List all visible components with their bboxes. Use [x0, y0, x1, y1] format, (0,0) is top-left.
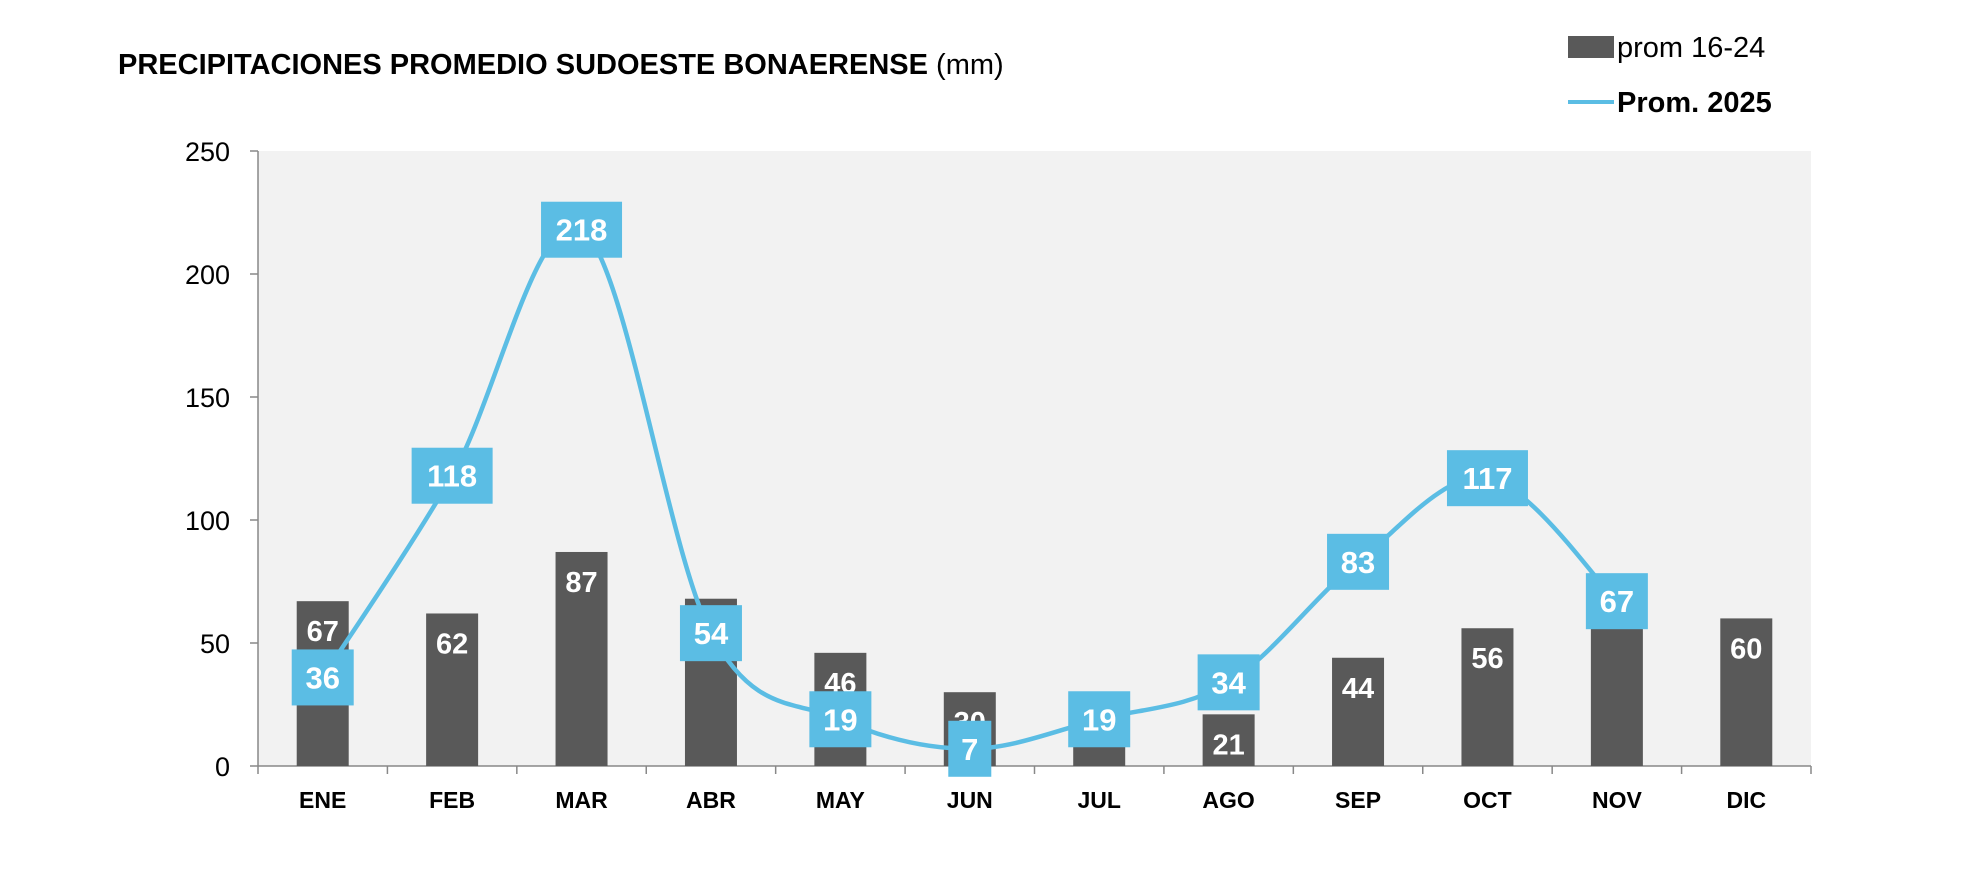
bar	[555, 551, 608, 766]
legend-bar-label: prom 16-24	[1617, 32, 1765, 64]
y-tick-label: 0	[215, 752, 230, 782]
line-data-label-box	[1327, 533, 1390, 590]
category-label: JUL	[1077, 787, 1120, 813]
bar-data-label: 21	[1212, 729, 1244, 761]
category-label: OCT	[1463, 787, 1512, 813]
bar	[1720, 618, 1773, 766]
line-data-label: 19	[823, 702, 857, 737]
y-tick-label: 50	[200, 629, 230, 659]
line-data-label: 19	[1082, 702, 1116, 737]
category-label: NOV	[1592, 787, 1643, 813]
line-data-label-box	[541, 201, 623, 258]
bar	[1202, 714, 1255, 766]
line-data-label: 67	[1600, 584, 1634, 619]
x-axis: ENE FEB MAR ABR MAY JUN JUL AGO SEP OCT NOV DIC	[257, 765, 1812, 813]
category-label: MAY	[816, 787, 865, 813]
y-tick-label: 250	[185, 137, 230, 167]
line-series: 36 118 218 54 19 7 19 34 83 117 67	[291, 201, 1648, 777]
y-tick-label: 150	[185, 383, 230, 413]
line-data-label-box	[1197, 654, 1260, 711]
category-label: JUN	[947, 787, 993, 813]
y-tick-label: 100	[185, 506, 230, 536]
y-tick-label: 200	[185, 260, 230, 290]
chart-title: PRECIPITACIONES PROMEDIO SUDOESTE BONAER…	[118, 49, 1004, 81]
bar-data-label: 87	[565, 567, 597, 599]
category-label: MAR	[555, 787, 608, 813]
bar-data-label: 62	[436, 628, 468, 660]
bar	[1461, 628, 1514, 766]
bar	[1332, 657, 1385, 766]
line-data-label: 36	[305, 660, 339, 695]
line-data-label-box	[679, 605, 742, 662]
line-data-label: 83	[1341, 545, 1375, 580]
bar-data-label: 56	[1471, 643, 1503, 675]
plot-area	[258, 151, 1811, 766]
chart-title-main: PRECIPITACIONES PROMEDIO SUDOESTE BONAER…	[118, 49, 928, 81]
bar-data-label: 67	[307, 616, 339, 648]
line-data-label-box	[1585, 573, 1648, 630]
line-data-label-box	[411, 447, 493, 504]
line-data-label-box	[948, 720, 992, 777]
bar-data-label: 44	[1342, 673, 1374, 705]
line-data-label-box	[1068, 691, 1131, 748]
line-data-label-box	[291, 649, 354, 706]
line-data-label: 118	[427, 459, 477, 494]
line-data-label: 54	[694, 616, 729, 651]
bar	[426, 613, 479, 766]
line-data-label: 34	[1211, 665, 1246, 700]
legend: prom 16-24 Prom. 2025	[1568, 32, 1772, 119]
legend-bar-swatch	[1568, 36, 1614, 58]
y-axis: 0 50 100 150 200 250	[185, 137, 259, 782]
bar-data-label: 60	[1730, 633, 1762, 665]
line-data-label: 218	[556, 213, 608, 248]
line-data-label: 117	[1462, 461, 1512, 496]
line-data-label-box	[809, 691, 872, 748]
category-label: AGO	[1202, 787, 1254, 813]
category-label: FEB	[429, 787, 475, 813]
category-label: SEP	[1335, 787, 1381, 813]
line-data-label-box	[1446, 450, 1528, 507]
category-label: DIC	[1726, 787, 1766, 813]
legend-line-label: Prom. 2025	[1617, 87, 1772, 119]
chart-title-unit: (mm)	[936, 49, 1004, 81]
category-label: ABR	[686, 787, 736, 813]
category-label: ENE	[299, 787, 346, 813]
line-data-label: 7	[961, 732, 978, 767]
